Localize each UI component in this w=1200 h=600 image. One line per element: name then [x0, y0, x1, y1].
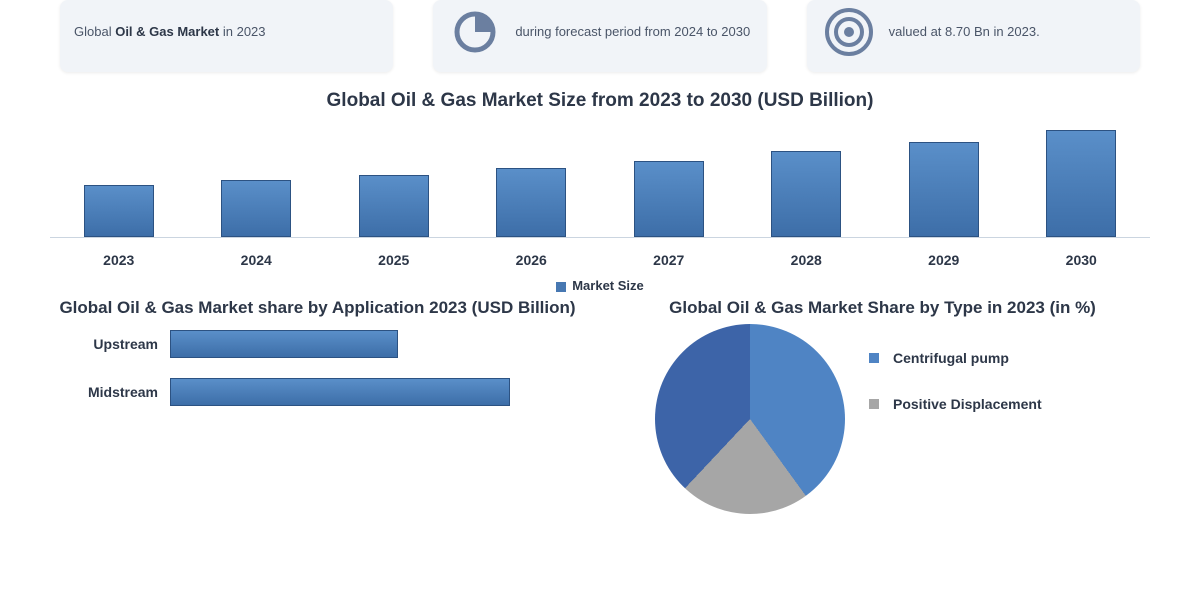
- stat-card-valuation: valued at 8.70 Bn in 2023.: [807, 0, 1140, 72]
- legend-swatch: [869, 399, 879, 409]
- legend-swatch: [869, 353, 879, 363]
- bar-x-labels: 2023 2024 2025 2026 2027 2028 2029 2030: [50, 252, 1150, 268]
- bar-x-label: 2027: [634, 252, 704, 268]
- bar: [359, 175, 429, 237]
- bar-chart-title: Global Oil & Gas Market Size from 2023 t…: [0, 90, 1200, 112]
- pie-legend-label: Centrifugal pump: [893, 350, 1009, 366]
- stat-card-market-2023: Global Oil & Gas Market in 2023: [60, 0, 393, 72]
- hbar: [170, 330, 398, 358]
- pie-title: Global Oil & Gas Market Share by Type in…: [615, 297, 1150, 318]
- bar-x-label: 2028: [771, 252, 841, 268]
- card-text: valued at 8.70 Bn in 2023.: [889, 23, 1040, 41]
- hbar: [170, 378, 510, 406]
- bar-chart-legend: Market Size: [0, 278, 1200, 293]
- pie-legend-item: Positive Displacement: [869, 396, 1042, 412]
- hbar-row: Upstream: [60, 330, 585, 358]
- pie-icon: [447, 4, 503, 60]
- hbar-track: [170, 378, 585, 406]
- bar-x-label: 2025: [359, 252, 429, 268]
- pie-legend-item: Centrifugal pump: [869, 350, 1042, 366]
- hbar-row: Midstream: [60, 378, 585, 406]
- bar-area: [50, 118, 1150, 238]
- card-text: during forecast period from 2024 to 2030: [515, 23, 750, 41]
- hbar-area: Upstream Midstream: [50, 330, 585, 406]
- target-icon: [821, 4, 877, 60]
- lower-charts-row: Global Oil & Gas Market share by Applica…: [0, 297, 1200, 514]
- stat-cards-row: Global Oil & Gas Market in 2023 during f…: [0, 0, 1200, 80]
- pie-legend-label: Positive Displacement: [893, 396, 1042, 412]
- hbar-title: Global Oil & Gas Market share by Applica…: [50, 297, 585, 318]
- hbar-label: Midstream: [60, 384, 170, 400]
- pie-legend: Centrifugal pump Positive Displacement: [869, 350, 1042, 412]
- legend-label: Market Size: [572, 278, 644, 293]
- type-pie-chart: Global Oil & Gas Market Share by Type in…: [615, 297, 1150, 514]
- bar: [84, 185, 154, 237]
- bar: [909, 142, 979, 237]
- legend-swatch: [556, 282, 566, 292]
- pie-graphic: [655, 324, 845, 514]
- bar-x-label: 2026: [496, 252, 566, 268]
- card-text: Global Oil & Gas Market in 2023: [74, 23, 266, 41]
- bar: [221, 180, 291, 237]
- bar-x-label: 2029: [909, 252, 979, 268]
- bar: [634, 161, 704, 237]
- bar: [771, 151, 841, 237]
- bar: [1046, 130, 1116, 237]
- market-size-bar-chart: 2023 2024 2025 2026 2027 2028 2029 2030: [50, 118, 1150, 268]
- pie-wrap: Centrifugal pump Positive Displacement: [615, 330, 1150, 514]
- bar-x-label: 2024: [221, 252, 291, 268]
- bar: [496, 168, 566, 237]
- hbar-label: Upstream: [60, 336, 170, 352]
- bar-x-label: 2023: [84, 252, 154, 268]
- bar-x-label: 2030: [1046, 252, 1116, 268]
- stat-card-forecast: during forecast period from 2024 to 2030: [433, 0, 766, 72]
- application-hbar-chart: Global Oil & Gas Market share by Applica…: [50, 297, 585, 514]
- hbar-track: [170, 330, 585, 358]
